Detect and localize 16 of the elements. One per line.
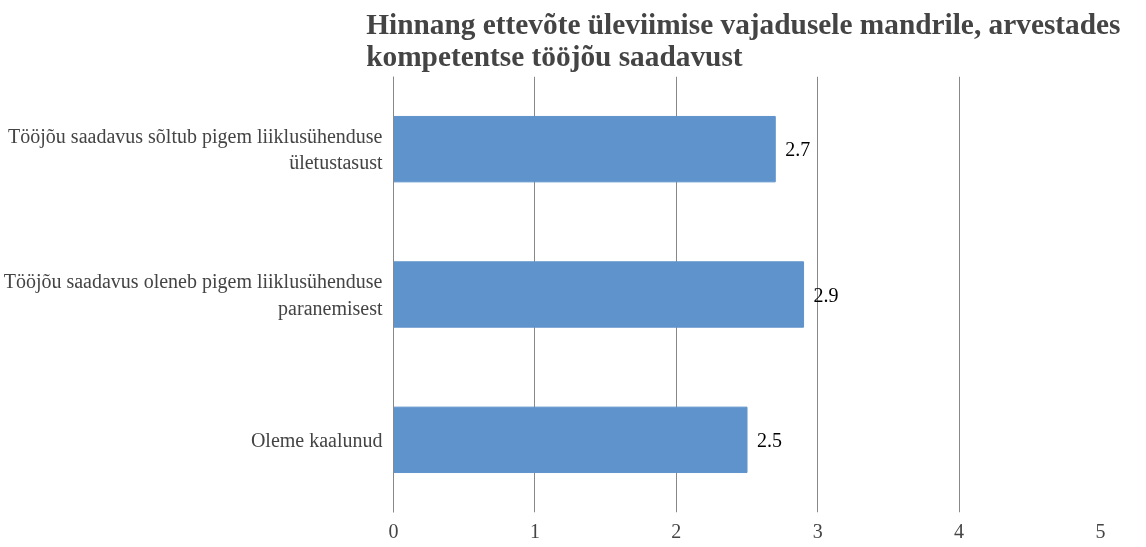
- data-label: 2.7: [785, 138, 811, 161]
- data-label: 2.5: [757, 428, 782, 451]
- y-tick-label: Tööjõu saadavus sõltub pigem liiklusühenduse ületustasust: [8, 124, 383, 174]
- bar: [393, 115, 776, 183]
- y-tick-label: Oleme kaalunud: [250, 428, 383, 451]
- chart-title: Hinnang ettevõte üleviimise vajadusele mandrile, arvestades kompetentse tööjõu saadavust: [366, 7, 1121, 72]
- x-tick-label: 4: [954, 519, 965, 542]
- x-tick-label: 3: [812, 519, 823, 542]
- x-tick-label: 2: [671, 519, 682, 542]
- x-tick-label: 0: [388, 519, 399, 542]
- x-tick-label: 1: [529, 519, 540, 542]
- bar: [393, 406, 748, 474]
- data-label: 2.9: [813, 283, 839, 306]
- bar: [393, 261, 805, 328]
- x-tick-label: 5: [1095, 519, 1106, 542]
- y-tick-label: Tööjõu saadavus oleneb pigem liiklusühenduse paranemisest: [3, 270, 383, 320]
